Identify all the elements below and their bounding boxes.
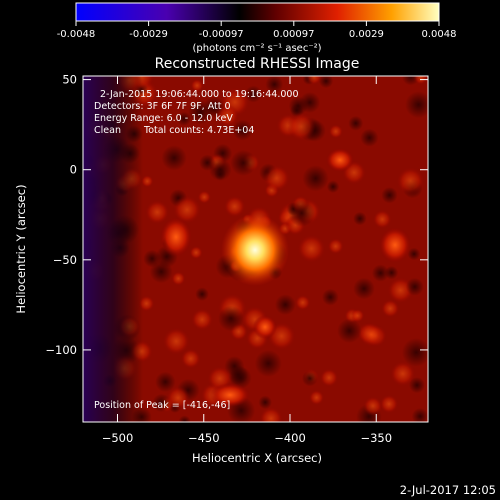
- x-axis-label: Heliocentric X (arcsec): [192, 451, 322, 465]
- annotation-energy: Energy Range: 6.0 - 12.0 keV: [94, 113, 233, 124]
- colorbar-tick-label: -0.00097: [199, 29, 244, 40]
- plot-title: Reconstructed RHESSI Image: [155, 56, 360, 72]
- colorbar-tick-label: -0.0048: [57, 29, 96, 40]
- y-axis-label: Heliocentric Y (arcsec): [14, 184, 28, 313]
- x-tick-label: −500: [102, 431, 134, 445]
- y-tick-label: 0: [70, 163, 77, 177]
- annotation-block: 2-Jan-2015 19:06:44.000 to 19:16:44.000 …: [94, 89, 298, 411]
- colorbar-tick-label: 0.0048: [422, 29, 457, 40]
- y-tick-label: −100: [45, 343, 77, 357]
- annotation-peak: Position of Peak = [-416,-46]: [94, 400, 230, 411]
- colorbar-unit-label: (photons cm⁻² s⁻¹ asec⁻²): [192, 43, 321, 54]
- colorbar-gradient: [75, 2, 440, 22]
- y-axis-ticks: 50 0 −50 −100: [45, 73, 428, 357]
- colorbar-tick-label: 0.0029: [349, 29, 384, 40]
- colorbar-tick-label: 0.00097: [273, 29, 314, 40]
- x-axis-ticks: −500 −450 −400 −350: [102, 76, 392, 445]
- y-tick-label: −50: [53, 253, 77, 267]
- x-tick-label: −350: [360, 431, 392, 445]
- colorbar-ticks: -0.0048 -0.0029 -0.00097 0.00097 0.0029 0.004…: [57, 21, 457, 40]
- x-tick-label: −450: [188, 431, 220, 445]
- annotation-time-range: 2-Jan-2015 19:06:44.000 to 19:16:44.000: [100, 89, 298, 100]
- footer-timestamp: 2-Jul-2017 12:05: [400, 483, 496, 497]
- annotation-detectors: Detectors: 3F 6F 7F 9F, Att 0: [94, 101, 231, 112]
- heatmap-image: [83, 76, 428, 422]
- plot-frame: [82, 75, 429, 423]
- colorbar-tick-label: -0.0029: [129, 29, 168, 40]
- x-tick-label: −400: [274, 431, 306, 445]
- annotation-counts: Total counts: 4.73E+04: [143, 125, 254, 136]
- annotation-algorithm: Clean: [94, 125, 121, 136]
- colorbar: -0.0048 -0.0029 -0.00097 0.00097 0.0029 0.004…: [57, 2, 457, 54]
- y-tick-label: 50: [62, 73, 77, 87]
